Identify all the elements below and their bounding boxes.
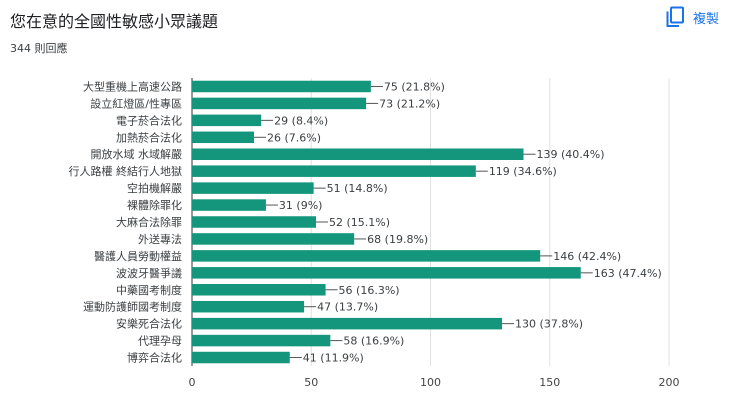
category-label: 安樂死合法化 (116, 317, 182, 331)
category-label: 博弈合法化 (127, 351, 182, 365)
bar (192, 131, 255, 144)
bar (192, 250, 541, 262)
chart-title: 您在意的全國性敏感小眾議題 (10, 12, 219, 31)
bar (192, 182, 314, 194)
bar (192, 267, 581, 279)
data-label: 47 (13.7%) (317, 301, 378, 314)
category-label: 加熱菸合法化 (116, 130, 182, 144)
category-label: 波波牙醫爭議 (116, 266, 182, 280)
data-label: 68 (19.8%) (367, 233, 428, 246)
data-label: 73 (21.2%) (379, 97, 440, 110)
bar (192, 114, 262, 127)
data-label: 51 (14.8%) (327, 182, 388, 195)
bar (192, 97, 367, 110)
bar (192, 317, 503, 330)
data-label: 146 (42.4%) (553, 250, 621, 263)
data-label: 41 (11.9%) (303, 352, 364, 365)
bar (192, 233, 355, 245)
data-label: 56 (16.3%) (339, 284, 400, 297)
category-label: 代理孕母 (138, 335, 182, 348)
bar (192, 284, 326, 296)
data-label: 119 (34.6%) (489, 165, 557, 178)
data-label: 139 (40.4%) (537, 148, 605, 161)
category-label: 開放水域 水域解嚴 (91, 147, 183, 161)
category-label: 中藥國考制度 (116, 283, 182, 297)
x-tick-label: 0 (189, 376, 196, 389)
bar (192, 300, 305, 313)
bar (192, 199, 266, 211)
x-tick-label: 50 (304, 376, 318, 389)
category-label: 大型重機上高速公路 (83, 79, 182, 93)
category-label: 醫護人員勞動權益 (94, 249, 182, 263)
data-label: 31 (9%) (279, 199, 323, 212)
category-label: 裸體除罪化 (127, 198, 182, 212)
bar (192, 351, 290, 364)
data-label: 163 (47.4%) (594, 267, 662, 280)
category-label: 大麻合法除罪 (116, 215, 182, 229)
category-label: 行人路權 終結行人地獄 (69, 164, 183, 178)
bar (192, 334, 331, 347)
category-label: 空拍機解嚴 (127, 181, 182, 195)
data-label: 130 (37.8%) (515, 318, 583, 331)
category-label: 外送專法 (138, 232, 182, 246)
bar (192, 216, 317, 228)
data-label: 26 (7.6%) (267, 131, 321, 144)
bar (192, 148, 524, 160)
data-label: 58 (16.9%) (343, 335, 404, 348)
category-label: 運動防護師國考制度 (83, 300, 182, 314)
copy-button[interactable]: 複製 (665, 4, 719, 30)
data-label: 29 (8.4%) (274, 114, 328, 127)
x-tick-label: 200 (659, 376, 680, 389)
bar (192, 80, 371, 93)
data-label: 52 (15.1%) (329, 216, 390, 229)
response-count: 344 則回應 (10, 42, 68, 55)
data-label: 75 (21.8%) (384, 80, 445, 93)
copy-label: 複製 (693, 11, 720, 27)
x-tick-label: 100 (420, 376, 441, 389)
category-label: 電子菸合法化 (116, 113, 182, 127)
category-label: 設立紅燈區/性專區 (90, 96, 182, 110)
bar (192, 165, 476, 177)
copy-icon (665, 6, 685, 28)
x-tick-label: 150 (539, 376, 560, 389)
